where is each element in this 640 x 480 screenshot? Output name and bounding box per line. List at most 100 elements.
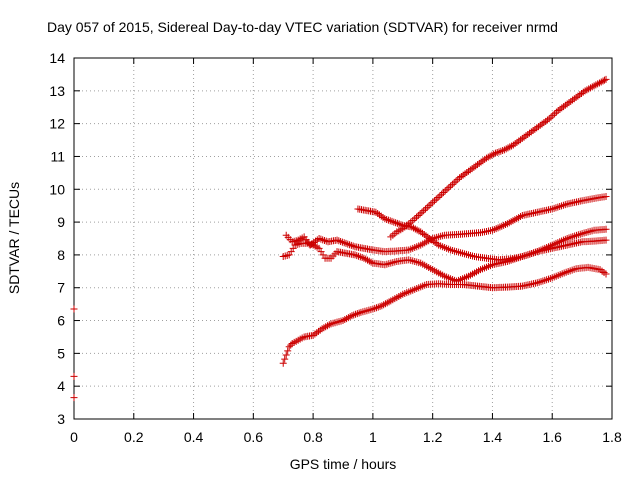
data-point (524, 130, 532, 138)
data-point (418, 208, 426, 216)
data-point (316, 326, 324, 334)
y-tick-label: 8 (57, 247, 65, 263)
data-point (378, 302, 386, 310)
y-axis-label: SDTVAR / TECUs (6, 181, 22, 295)
data-point (433, 240, 441, 248)
data-point (486, 152, 494, 160)
x-tick-label: 1.4 (483, 429, 503, 445)
data-point (579, 88, 587, 96)
data-point (545, 115, 553, 123)
data-point (499, 147, 507, 155)
data-point (481, 155, 489, 163)
data-point (411, 225, 419, 233)
data-point (536, 121, 544, 129)
data-point (570, 95, 578, 103)
data-point (488, 151, 496, 159)
data-point (506, 143, 514, 151)
data-point (533, 279, 541, 287)
data-point (319, 236, 327, 244)
data-point (420, 207, 428, 215)
y-tick-label: 12 (49, 116, 65, 132)
data-point (602, 192, 610, 200)
x-axis-label: GPS time / hours (289, 456, 397, 472)
data-point (602, 75, 610, 83)
data-point (421, 205, 429, 213)
data-point (552, 108, 560, 116)
data-point (374, 210, 382, 218)
data-point (352, 310, 360, 318)
data-point (542, 117, 550, 125)
data-point (548, 205, 556, 213)
data-point (479, 157, 487, 165)
data-point (383, 299, 391, 307)
data-point (502, 145, 510, 153)
data-point (549, 111, 557, 119)
data-point (569, 233, 577, 241)
data-point (351, 251, 359, 259)
data-point (551, 110, 559, 118)
data-point (441, 187, 449, 195)
data-point (534, 123, 542, 131)
y-tick-label: 14 (49, 50, 65, 66)
data-point (371, 304, 379, 312)
data-point (417, 228, 425, 236)
data-point (311, 330, 319, 338)
data-point (601, 76, 609, 84)
data-point (341, 316, 349, 324)
data-point (413, 213, 421, 221)
data-point (595, 79, 603, 87)
chart-title: Day 057 of 2015, Sidereal Day-to-day VTE… (47, 19, 558, 35)
data-point (320, 236, 328, 244)
data-point (497, 147, 505, 155)
data-point (350, 311, 358, 319)
data-point (543, 276, 551, 284)
data-point (558, 202, 566, 210)
data-point (448, 180, 456, 188)
y-tick-label: 3 (57, 411, 65, 427)
data-point (465, 167, 473, 175)
data-point (360, 254, 368, 262)
data-point (346, 313, 354, 321)
data-point (377, 212, 385, 220)
data-point (526, 250, 534, 258)
data-point (590, 82, 598, 90)
data-point (317, 235, 325, 243)
data-point (420, 231, 428, 239)
data-point (306, 241, 314, 249)
data-point (393, 219, 401, 227)
data-point (279, 359, 287, 367)
data-point (567, 97, 575, 105)
data-point (527, 128, 535, 136)
data-point (535, 278, 543, 286)
data-point (427, 236, 435, 244)
data-point (308, 240, 316, 248)
data-point (323, 322, 331, 330)
data-point (347, 241, 355, 249)
data-point (381, 300, 389, 308)
data-point (313, 329, 321, 337)
data-point (392, 219, 400, 227)
y-tick-label: 10 (49, 181, 65, 197)
data-point (325, 321, 333, 329)
data-point (572, 93, 580, 101)
data-point (364, 256, 372, 264)
data-point (452, 177, 460, 185)
data-point (372, 208, 380, 216)
y-tick-label: 4 (57, 378, 65, 394)
data-point (528, 249, 536, 257)
data-point (554, 107, 562, 115)
data-point (475, 159, 483, 167)
data-point (561, 101, 569, 109)
data-point (574, 92, 582, 100)
data-point (520, 252, 528, 260)
data-point (415, 227, 423, 235)
data-point (419, 229, 427, 237)
data-point (585, 85, 593, 93)
data-point (556, 105, 564, 113)
data-point (383, 215, 391, 223)
data-point (362, 255, 370, 263)
data-point (338, 238, 346, 246)
data-point (509, 141, 517, 149)
data-point (348, 312, 356, 320)
data-point (454, 175, 462, 183)
